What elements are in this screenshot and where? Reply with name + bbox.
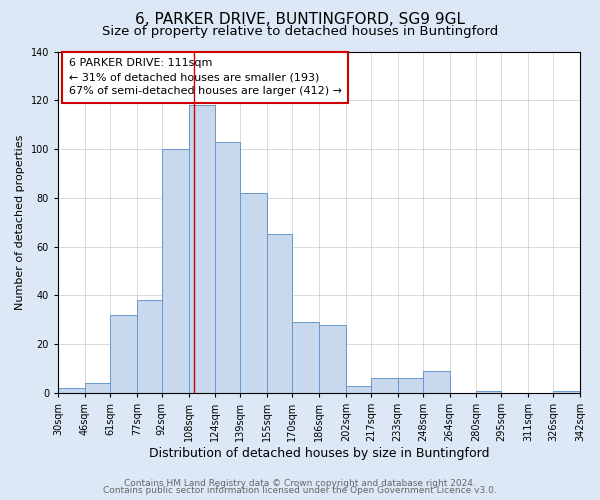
Bar (58, 388, 85, 393)
Bar (241, 193, 267, 393)
Text: Contains public sector information licensed under the Open Government Licence v3: Contains public sector information licen… (103, 486, 497, 495)
Bar (398, 378, 423, 393)
Text: Contains HM Land Registry data © Crown copyright and database right 2024.: Contains HM Land Registry data © Crown c… (124, 478, 476, 488)
Bar (319, 324, 346, 393)
Text: 6, PARKER DRIVE, BUNTINGFORD, SG9 9GL: 6, PARKER DRIVE, BUNTINGFORD, SG9 9GL (135, 12, 465, 28)
Bar (476, 390, 502, 393)
Bar (215, 142, 241, 393)
X-axis label: Distribution of detached houses by size in Buntingford: Distribution of detached houses by size … (149, 447, 489, 460)
Bar (137, 300, 162, 393)
Bar (423, 371, 449, 393)
Bar (267, 234, 292, 393)
Bar (292, 322, 319, 393)
Bar (371, 378, 398, 393)
Y-axis label: Number of detached properties: Number of detached properties (15, 134, 25, 310)
Bar (346, 386, 371, 393)
Bar (110, 315, 137, 393)
Text: Size of property relative to detached houses in Buntingford: Size of property relative to detached ho… (102, 25, 498, 38)
Bar (188, 105, 215, 393)
Text: 6 PARKER DRIVE: 111sqm
← 31% of detached houses are smaller (193)
67% of semi-de: 6 PARKER DRIVE: 111sqm ← 31% of detached… (68, 58, 341, 96)
Bar (85, 384, 110, 393)
Bar (553, 390, 580, 393)
Bar (162, 149, 188, 393)
